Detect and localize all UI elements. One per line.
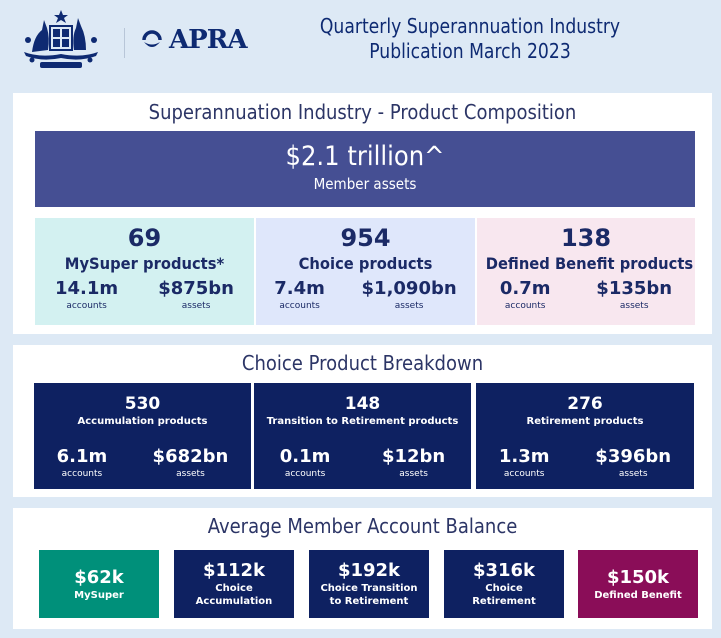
- assets-value: $682bn: [152, 446, 229, 467]
- accounts-label: accounts: [66, 301, 107, 311]
- assets-label: assets: [618, 469, 648, 479]
- accounts-value: 0.1m: [279, 446, 331, 467]
- mysuper-products-card: 69 MySuper products* 14.1m accounts $875b…: [35, 218, 254, 325]
- transition-to-retirement-products-card: 148 Transition to Retirement products 0.…: [254, 383, 471, 489]
- accounts-value: 6.1m: [56, 446, 108, 467]
- balance-value: $192k: [337, 560, 401, 581]
- apra-swoosh-icon: [142, 30, 162, 47]
- balance-value: $62k: [74, 566, 124, 588]
- accounts-value: 14.1m: [55, 278, 119, 299]
- product-name: Defined Benefit products: [485, 254, 694, 273]
- accounts-label: accounts: [284, 469, 326, 479]
- avg-balance-mysuper: $62k MySuper: [39, 550, 159, 618]
- member-assets-label: Member assets: [313, 175, 417, 193]
- balance-value: $150k: [606, 566, 670, 588]
- assets-value: $875bn: [158, 278, 234, 299]
- balance-label: MySuper: [74, 589, 124, 601]
- avg-balance-choice-ttr: $192k Choice Transition to Retirement: [309, 550, 429, 618]
- apra-logo: APRA: [140, 23, 248, 57]
- accounts-label: accounts: [61, 469, 103, 479]
- balance-label: Accumulation: [195, 596, 273, 607]
- coat-of-arms-logo: [20, 8, 102, 76]
- assets-value: $12bn: [381, 446, 446, 467]
- product-count: 148: [344, 394, 381, 414]
- section-title: Average Member Account Balance: [207, 514, 518, 538]
- title-line-1: Quarterly Superannuation Industry: [319, 14, 621, 38]
- balance-label: Defined Benefit: [594, 589, 682, 601]
- product-count: 69: [127, 224, 162, 252]
- balance-label: to Retirement: [329, 596, 409, 607]
- assets-value: $396bn: [595, 446, 672, 467]
- avg-balance-choice-retirement: $316k Choice Retirement: [444, 550, 564, 618]
- balance-label: Choice Transition: [320, 583, 418, 594]
- accounts-value: 0.7m: [499, 278, 551, 299]
- apra-wordmark: APRA: [169, 25, 248, 55]
- title-line-2: Publication March 2023: [369, 39, 571, 63]
- balance-value: $316k: [472, 560, 536, 581]
- balance-label: Retirement: [472, 596, 536, 607]
- accounts-label: accounts: [279, 301, 320, 311]
- product-count: 530: [124, 394, 161, 414]
- assets-label: assets: [176, 469, 205, 479]
- member-assets-value: $2.1 trillion^: [285, 141, 445, 172]
- product-name: Accumulation products: [77, 416, 208, 427]
- accounts-label: accounts: [503, 469, 545, 479]
- avg-balance-defined-benefit: $150k Defined Benefit: [578, 550, 698, 618]
- retirement-products-card: 276 Retirement products 1.3m accounts $39…: [476, 383, 694, 489]
- assets-label: assets: [181, 301, 211, 311]
- assets-label: assets: [399, 469, 428, 479]
- product-count: 138: [560, 224, 612, 252]
- section-title: Choice Product Breakdown: [241, 351, 484, 375]
- accounts-value: 1.3m: [498, 446, 550, 467]
- product-name: Transition to Retirement products: [266, 416, 459, 427]
- accounts-label: accounts: [504, 301, 546, 311]
- assets-value: $1,090bn: [361, 278, 457, 299]
- choice-products-card: 954 Choice products 7.4m accounts $1,090b…: [256, 218, 475, 325]
- product-name: Retirement products: [526, 416, 644, 427]
- assets-label: assets: [619, 301, 649, 311]
- balance-label: Choice: [215, 583, 253, 594]
- product-count: 276: [567, 394, 603, 414]
- page-title: Quarterly Superannuation Industry Public…: [315, 14, 625, 64]
- assets-value: $135bn: [596, 278, 673, 299]
- product-name: Choice products: [298, 254, 433, 273]
- assets-label: assets: [394, 301, 424, 311]
- section-title: Superannuation Industry - Product Compos…: [148, 100, 577, 124]
- balance-label: Choice: [485, 583, 523, 594]
- avg-balance-choice-accumulation: $112k Choice Accumulation: [174, 550, 294, 618]
- member-assets-banner: $2.1 trillion^ Member assets: [35, 131, 695, 207]
- accumulation-products-card: 530 Accumulation products 6.1m accounts $…: [34, 383, 251, 489]
- header-divider: [124, 28, 125, 58]
- defined-benefit-products-card: 138 Defined Benefit products 0.7m account…: [477, 218, 695, 325]
- product-count: 954: [340, 224, 391, 252]
- accounts-value: 7.4m: [274, 278, 325, 299]
- product-name: MySuper products*: [64, 254, 225, 273]
- balance-value: $112k: [202, 560, 266, 581]
